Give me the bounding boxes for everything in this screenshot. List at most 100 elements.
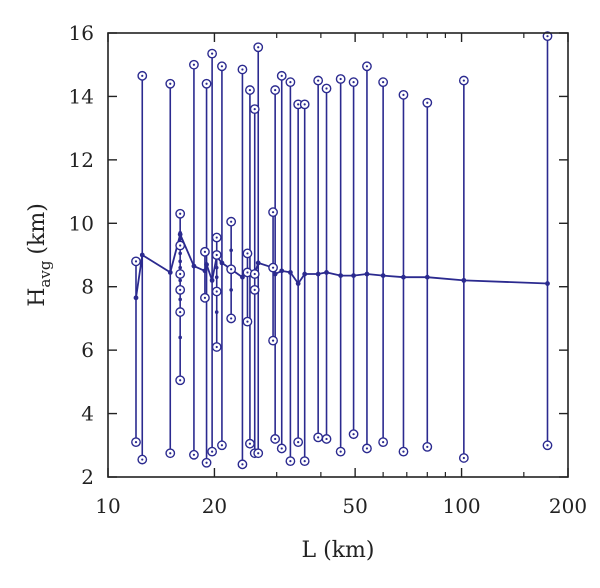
- inner-point: [178, 259, 182, 264]
- mean-point: [209, 277, 215, 283]
- extreme-marker-dot: [179, 272, 182, 276]
- y-axis-label-sub: avg: [36, 260, 54, 287]
- extreme-marker-dot: [271, 211, 275, 214]
- extreme-marker-dot: [211, 450, 214, 453]
- extreme-marker-dot: [426, 445, 429, 448]
- extreme-marker-dot: [297, 103, 300, 106]
- extreme-marker-dot: [241, 68, 244, 71]
- extreme-marker-dot: [365, 447, 369, 450]
- extreme-marker-dot: [179, 310, 182, 314]
- inner-point: [178, 237, 182, 241]
- extreme-marker-dot: [220, 65, 224, 68]
- x-tick-label: 20: [202, 494, 227, 518]
- mean-point: [302, 271, 308, 277]
- extreme-marker-dot: [205, 82, 208, 85]
- x-axis-label: L (km): [302, 538, 375, 563]
- x-tick-label: 10: [95, 494, 120, 518]
- x-tick-label: 100: [442, 494, 480, 518]
- extreme-marker-dot: [241, 463, 244, 466]
- extreme-marker-dot: [215, 253, 218, 257]
- mean-point: [204, 262, 209, 267]
- extreme-marker-dot: [230, 268, 233, 271]
- extreme-marker-dot: [246, 252, 249, 255]
- extreme-marker-dot: [230, 317, 233, 320]
- extreme-marker-dot: [274, 437, 277, 441]
- extreme-marker-dot: [246, 320, 249, 323]
- mean-point: [338, 273, 344, 279]
- extreme-marker-dot: [134, 441, 138, 444]
- y-tick-label: 2: [81, 465, 94, 489]
- y-tick-label: 14: [69, 84, 94, 108]
- y-axis-label-main: H: [25, 288, 50, 307]
- y-axis-label-unit: (km): [25, 203, 50, 254]
- mean-point: [255, 260, 261, 266]
- inner-point: [178, 251, 182, 256]
- extreme-marker-dot: [462, 79, 465, 82]
- y-axis-label: Havg (km): [25, 203, 54, 307]
- extreme-marker-dot: [303, 460, 306, 463]
- extreme-marker-dot: [141, 74, 144, 77]
- extreme-marker-dot: [426, 101, 429, 104]
- extreme-marker-dot: [179, 212, 182, 215]
- mean-point: [133, 295, 139, 301]
- inner-point: [178, 335, 182, 340]
- x-axis: 10 20 50 100 200: [95, 33, 587, 518]
- mean-point: [545, 281, 550, 286]
- mean-point: [351, 273, 356, 279]
- extreme-marker-dot: [289, 81, 292, 84]
- inner-point: [214, 265, 219, 270]
- mean-line: [135, 233, 548, 298]
- extreme-marker-dot: [230, 220, 233, 223]
- extreme-marker-dot: [203, 250, 207, 253]
- mean-point: [272, 271, 278, 277]
- extreme-marker-dot: [253, 108, 256, 111]
- extreme-marker-dot: [205, 461, 208, 464]
- inner-point: [178, 231, 182, 235]
- extreme-marker-dot: [248, 88, 252, 92]
- chart-marks: [131, 31, 553, 470]
- extreme-marker-dot: [382, 81, 385, 84]
- extreme-marker-dot: [289, 460, 292, 463]
- extreme-marker-dot: [546, 444, 549, 447]
- y-tick-label: 8: [81, 275, 94, 299]
- extreme-marker-dot: [169, 452, 172, 455]
- extreme-marker-dot: [365, 65, 369, 68]
- mean-point: [401, 274, 406, 280]
- extreme-marker-dot: [253, 288, 256, 291]
- extreme-marker-dot: [280, 74, 283, 77]
- extreme-marker-dot: [248, 442, 252, 445]
- extreme-marker-dot: [179, 288, 182, 291]
- extreme-marker-dot: [179, 379, 182, 382]
- extreme-marker-dot: [134, 260, 138, 263]
- extreme-marker-dot: [352, 81, 355, 84]
- y-tick-label: 12: [69, 148, 94, 172]
- inner-point: [229, 248, 233, 253]
- mean-point: [279, 268, 285, 274]
- mean-point: [324, 270, 329, 275]
- extreme-marker-dot: [257, 452, 260, 455]
- y-tick-label: 6: [81, 338, 94, 362]
- extreme-marker-dot: [192, 453, 196, 456]
- inner-point: [214, 275, 219, 280]
- extreme-marker-dot: [215, 345, 218, 349]
- inner-point: [178, 278, 182, 283]
- mean-point: [240, 274, 245, 280]
- extreme-marker-dot: [546, 35, 549, 38]
- extreme-marker-dot: [169, 82, 172, 85]
- mean-point: [191, 263, 197, 269]
- extreme-marker-dot: [215, 290, 218, 293]
- mean-point: [424, 274, 430, 280]
- extreme-marker-dot: [317, 79, 320, 82]
- mean-point: [380, 273, 386, 279]
- extreme-marker-dot: [141, 458, 144, 461]
- mean-point: [364, 271, 370, 277]
- extreme-marker-dot: [271, 339, 275, 342]
- y-tick-label: 4: [81, 402, 94, 426]
- extreme-marker-dot: [257, 46, 260, 49]
- extreme-marker-dot: [253, 272, 256, 276]
- mean-point: [295, 281, 301, 286]
- y-tick-label: 10: [69, 211, 94, 235]
- extreme-marker-dot: [317, 436, 320, 439]
- inner-point: [214, 310, 219, 314]
